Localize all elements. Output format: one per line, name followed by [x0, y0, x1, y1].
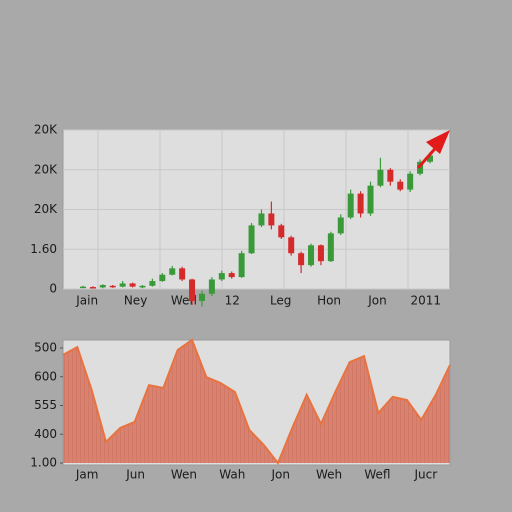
x-tick-label: Wefl: [364, 468, 390, 482]
y-tick-label: 500: [34, 341, 57, 355]
x-tick-label: Ney: [124, 294, 147, 308]
candle-body: [248, 225, 255, 254]
candle-body: [288, 237, 295, 254]
x-tick-label: Jam: [75, 468, 99, 482]
x-tick-label: 2011: [411, 294, 442, 308]
y-tick-label: 20K: [34, 123, 58, 137]
candle-body: [317, 245, 324, 262]
candle-body: [189, 279, 196, 301]
x-tick-label: Jon: [367, 294, 387, 308]
candle-body: [327, 233, 334, 262]
candle-body: [367, 185, 374, 214]
y-tick-label: 600: [34, 369, 57, 383]
x-tick-label: Hon: [317, 294, 341, 308]
candle-body: [149, 281, 156, 286]
candle-body: [99, 285, 106, 288]
candle-body: [179, 268, 186, 280]
x-tick-label: Wah: [219, 468, 245, 482]
candle-body: [397, 181, 404, 190]
candle-body: [238, 253, 245, 278]
area-line: [62, 338, 451, 465]
y-tick-label: 0: [49, 282, 57, 296]
candle-body: [377, 169, 384, 186]
candle-body: [407, 173, 414, 190]
y-tick-label: 20K: [34, 202, 58, 216]
y-tick-label: 1.00: [30, 456, 57, 470]
x-tick-label: Jain: [75, 294, 98, 308]
candle-body: [109, 285, 116, 288]
x-tick-label: Wen: [171, 468, 197, 482]
candle-body: [268, 213, 275, 226]
y-tick-label: 1.60: [30, 242, 57, 256]
marks: 0 1.60 20K 20K 20K Jain Ney Wefl 12 Leg Hon Jon 2011…: [30, 123, 451, 482]
x-tick-label: Jun: [125, 468, 145, 482]
x-tick-label: Jucr: [413, 468, 437, 482]
candle-body: [298, 253, 305, 266]
candle-body: [89, 287, 96, 289]
candle-body: [208, 279, 215, 294]
x-tick-label: Leg: [270, 294, 291, 308]
y-tick-label: 20K: [34, 162, 58, 176]
candle-body: [427, 155, 433, 162]
x-tick-label: Weh: [316, 468, 342, 482]
candle-body: [337, 217, 344, 234]
candle-body: [80, 286, 86, 289]
y-tick-label: 555: [34, 398, 57, 412]
candle-body: [387, 169, 394, 182]
candle-body: [169, 268, 176, 275]
candle-body: [258, 213, 265, 226]
x-tick-label: Jon: [270, 468, 290, 482]
candle-body: [119, 283, 126, 287]
arrow: [416, 130, 450, 169]
candle-body: [139, 285, 146, 288]
candle-body: [357, 193, 364, 214]
candle-body: [278, 225, 285, 238]
candle-body: [129, 283, 136, 287]
candle-body: [347, 193, 354, 218]
x-tick-label: 12: [225, 294, 240, 308]
candle-body: [228, 273, 235, 278]
candle-body: [159, 274, 166, 282]
y-tick-label: 400: [34, 427, 57, 441]
candle-body: [218, 273, 225, 280]
area: [63, 339, 450, 463]
candle-body: [198, 293, 205, 301]
candle-body: [308, 245, 315, 266]
